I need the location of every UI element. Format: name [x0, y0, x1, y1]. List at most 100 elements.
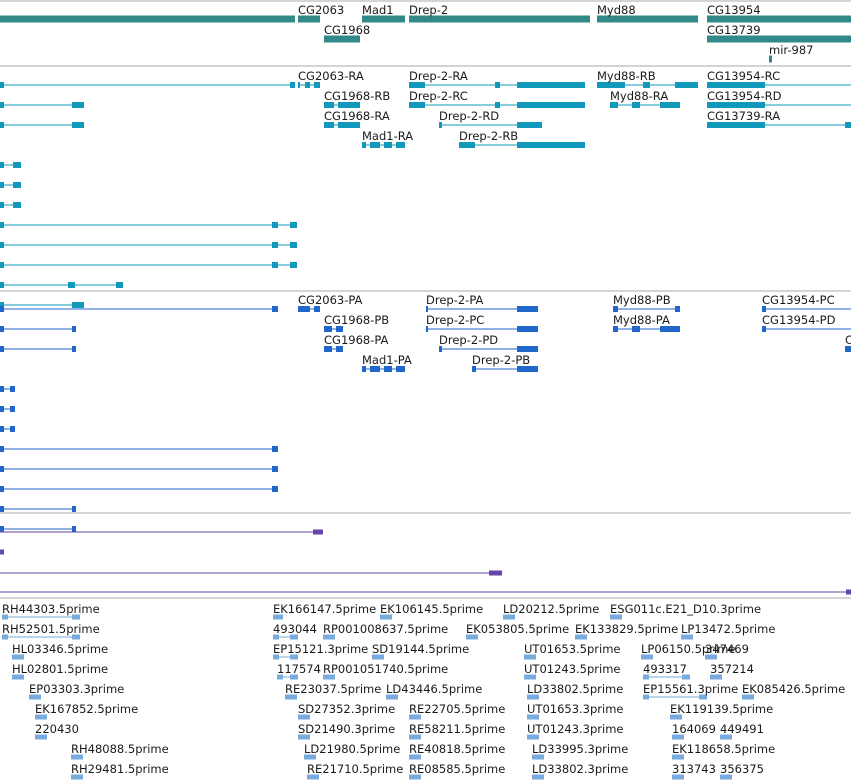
feature[interactable]: EK106145.5prime — [380, 602, 483, 620]
feature[interactable] — [0, 242, 297, 248]
feature[interactable]: C — [845, 333, 851, 352]
feature[interactable]: LP13472.5prime — [681, 622, 775, 640]
feature[interactable] — [0, 182, 21, 188]
feature[interactable]: CG1968-PA — [324, 333, 389, 352]
feature[interactable]: Drep-2-PB — [472, 353, 538, 372]
feature[interactable] — [0, 570, 502, 576]
feature[interactable]: EP15121.3prime — [273, 642, 368, 660]
feature[interactable]: LD33995.3prime — [532, 742, 628, 760]
feature[interactable]: CG13954-PD — [762, 313, 851, 332]
feature[interactable]: Drep-2 — [409, 3, 590, 23]
feature[interactable] — [0, 426, 15, 432]
feature[interactable]: RE40818.5prime — [409, 742, 505, 760]
feature[interactable]: CG13954-RD — [707, 89, 851, 108]
feature[interactable]: LD43446.5prime — [386, 682, 482, 700]
feature[interactable]: 493044 — [273, 622, 317, 640]
feature[interactable]: SD27352.3prime — [298, 702, 395, 720]
feature[interactable] — [0, 302, 84, 308]
feature[interactable]: LD33802.3prime — [532, 762, 628, 780]
feature[interactable] — [0, 306, 278, 312]
feature[interactable] — [0, 15, 295, 23]
feature[interactable]: RP001008637.5prime — [323, 622, 448, 640]
feature[interactable]: Myd88-PA — [613, 313, 680, 332]
feature[interactable]: Drep-2-RD — [439, 109, 542, 128]
feature[interactable]: RH52501.5prime — [2, 622, 100, 640]
feature[interactable]: CG2063 — [298, 3, 344, 23]
feature[interactable] — [0, 222, 297, 228]
feature[interactable] — [0, 506, 76, 512]
feature[interactable]: CG2063-RA — [298, 69, 364, 88]
feature[interactable] — [0, 162, 21, 168]
feature[interactable] — [0, 282, 123, 288]
feature[interactable]: SD21490.3prime — [298, 722, 395, 740]
feature[interactable]: RE21710.5prime — [307, 762, 403, 780]
feature[interactable] — [0, 526, 76, 532]
feature[interactable]: LD20212.5prime — [503, 602, 599, 620]
feature[interactable]: RE58211.5prime — [409, 722, 505, 740]
feature[interactable]: EK053805.5prime — [466, 622, 569, 640]
feature[interactable] — [0, 202, 21, 208]
feature[interactable]: CG1968-RB — [324, 89, 390, 108]
feature[interactable]: RP001051740.5prime — [323, 662, 448, 680]
feature[interactable] — [0, 486, 278, 492]
feature[interactable]: UT01653.3prime — [527, 702, 624, 720]
feature[interactable] — [0, 549, 4, 555]
feature[interactable]: EK167852.5prime — [35, 702, 138, 720]
feature[interactable]: RE23037.5prime — [285, 682, 381, 700]
feature[interactable]: Drep-2-RB — [459, 129, 585, 148]
feature[interactable]: ESG011c.E21_D10.3prime — [610, 602, 761, 620]
feature[interactable]: SD19144.5prime — [372, 642, 469, 660]
feature[interactable]: Myd88-RA — [610, 89, 680, 108]
feature[interactable]: Mad1-RA — [362, 129, 413, 148]
feature[interactable]: EP03303.3prime — [29, 682, 124, 700]
feature[interactable] — [0, 406, 15, 412]
feature[interactable]: CG2063-PA — [298, 293, 363, 312]
feature[interactable]: CG13954-PC — [762, 293, 851, 312]
feature[interactable]: Mad1 — [362, 3, 405, 23]
feature[interactable]: CG13739 — [707, 23, 851, 43]
feature[interactable] — [0, 466, 278, 472]
feature[interactable]: mir-987 — [769, 43, 814, 63]
feature[interactable]: RH48088.5prime — [71, 742, 169, 760]
feature[interactable]: 313743 — [672, 762, 716, 780]
feature[interactable] — [0, 529, 323, 535]
feature[interactable]: RH44303.5prime — [2, 602, 100, 620]
feature[interactable]: Drep-2-RC — [409, 89, 585, 108]
feature[interactable]: EK166147.5prime — [273, 602, 376, 620]
feature[interactable]: EK085426.5prime — [742, 682, 845, 700]
feature[interactable]: CG13954-RC — [707, 69, 851, 88]
feature[interactable]: 449491 — [720, 722, 764, 740]
feature[interactable]: Drep-2-RA — [409, 69, 585, 88]
feature[interactable] — [0, 589, 851, 595]
feature[interactable]: Drep-2-PA — [426, 293, 538, 312]
feature[interactable] — [0, 102, 84, 108]
feature[interactable] — [0, 262, 297, 268]
feature[interactable]: UT01653.5prime — [524, 642, 621, 660]
feature[interactable] — [0, 122, 84, 128]
feature[interactable]: EK133829.5prime — [575, 622, 678, 640]
feature[interactable]: CG1968-RA — [324, 109, 390, 128]
feature[interactable]: CG1968 — [324, 23, 370, 43]
feature[interactable]: EK118658.5prime — [672, 742, 775, 760]
feature[interactable] — [0, 446, 278, 452]
feature[interactable]: 117574 — [277, 662, 321, 680]
feature[interactable]: Myd88 — [597, 3, 698, 23]
feature[interactable]: 357214 — [710, 662, 754, 680]
feature[interactable]: 347469 — [705, 642, 749, 660]
feature[interactable]: 164069 — [672, 722, 716, 740]
feature[interactable]: Myd88-RB — [597, 69, 698, 88]
feature[interactable]: 493317 — [643, 662, 690, 680]
feature[interactable]: HL03346.5prime — [12, 642, 108, 660]
feature[interactable]: Drep-2-PD — [439, 333, 538, 352]
feature[interactable]: LD21980.5prime — [304, 742, 400, 760]
feature[interactable]: CG13739-RA — [707, 109, 851, 128]
feature[interactable]: LD33802.5prime — [527, 682, 623, 700]
feature[interactable]: EP15561.3prime — [643, 682, 738, 700]
feature[interactable]: Myd88-PB — [613, 293, 680, 312]
feature[interactable]: CG13954 — [707, 3, 851, 23]
feature[interactable]: UT01243.5prime — [524, 662, 621, 680]
feature[interactable]: Mad1-PA — [362, 353, 412, 372]
feature[interactable]: RE22705.5prime — [409, 702, 505, 720]
feature[interactable]: RH29481.5prime — [71, 762, 169, 780]
feature[interactable] — [0, 326, 76, 332]
